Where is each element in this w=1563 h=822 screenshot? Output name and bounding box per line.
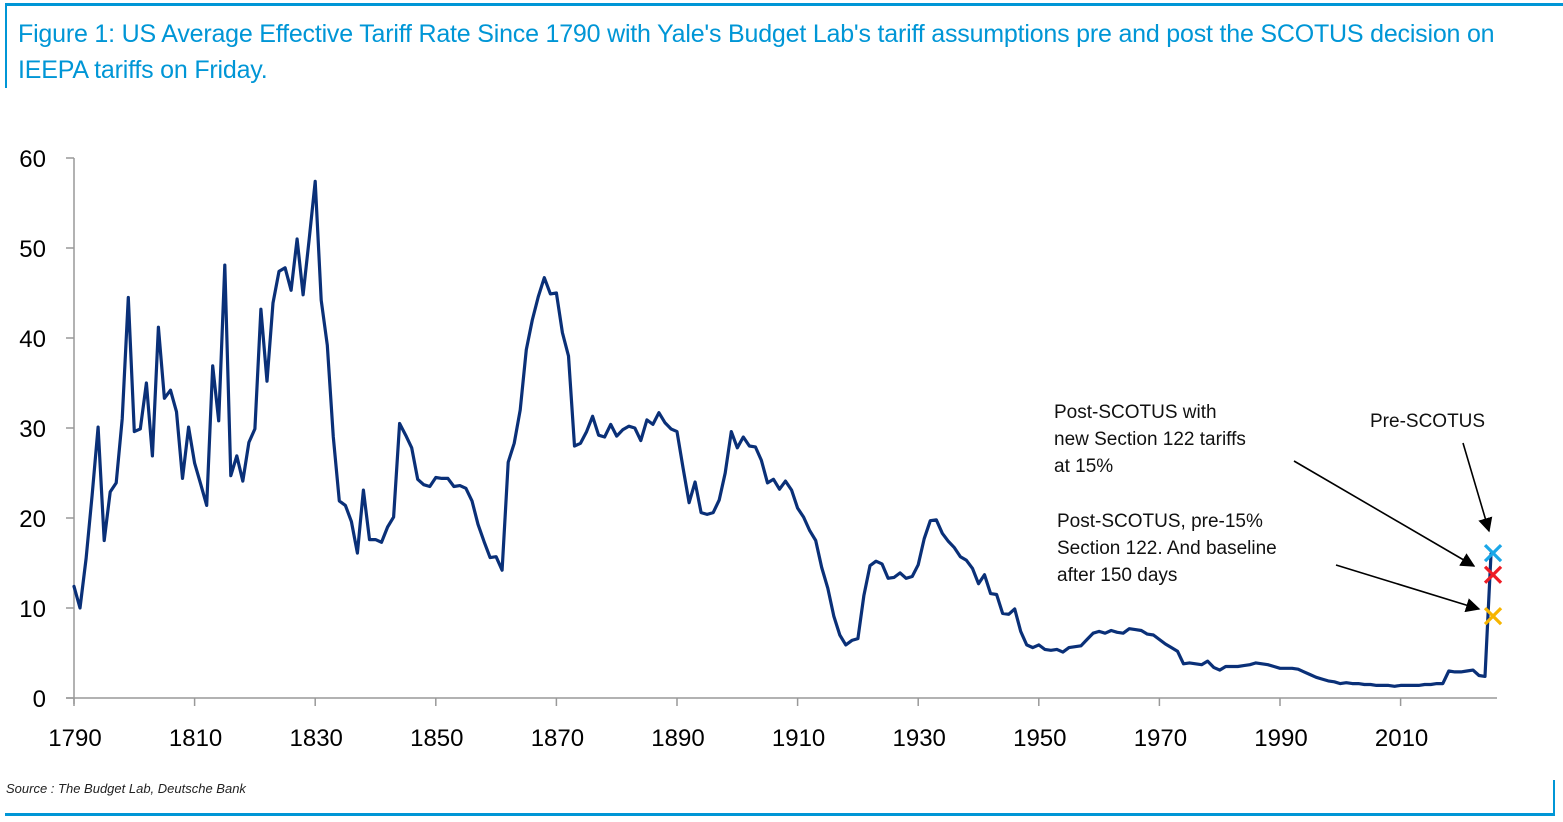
annotation-pre-scotus: Pre-SCOTUS (1370, 411, 1493, 533)
series-line (72, 179, 1493, 688)
x-tick-label: 1890 (651, 725, 704, 752)
x-tick-label: 1990 (1254, 725, 1307, 752)
y-tick-label: 20 (19, 506, 46, 533)
annotation-post-scotus-15pct: Post-SCOTUS with new Section 122 tariffs a… (1054, 402, 1476, 567)
annotation-post-scotus-pre15: Post-SCOTUS, pre-15% Section 122. And bas… (1057, 511, 1481, 613)
annotation-text-line: Post-SCOTUS, pre-15% (1057, 511, 1263, 532)
frame-bottom-border (5, 813, 1555, 816)
annotation-arrow (1462, 442, 1493, 533)
markers-layer (1483, 543, 1503, 626)
frame-left-border (5, 3, 7, 88)
annotation-text-line: at 15% (1054, 456, 1113, 477)
annotation-arrow (1293, 460, 1476, 567)
post-scotus-15pct-marker (1483, 565, 1503, 584)
x-tick-label: 1790 (48, 725, 101, 752)
source-note: Source : The Budget Lab, Deutsche Bank (6, 781, 246, 796)
y-tick-label: 60 (19, 146, 46, 173)
y-tick-label: 50 (19, 236, 46, 263)
y-tick-label: 30 (19, 416, 46, 443)
annotation-text-line: Post-SCOTUS with (1054, 402, 1217, 423)
figure-title: Figure 1: US Average Effective Tariff Ra… (18, 20, 1495, 84)
x-tick-label: 1810 (169, 725, 222, 752)
x-tick-label: 1970 (1134, 725, 1187, 752)
pre-scotus-marker (1483, 543, 1503, 563)
annotation-text-line: new Section 122 tariffs (1054, 429, 1246, 450)
series-layer (72, 179, 1493, 688)
annotation-text-line: Section 122. And baseline (1057, 538, 1277, 559)
axes: 0 10 20 30 40 50 60 1790 1810 1830 1850 1870 1890 191… (19, 146, 1497, 752)
annotation-text-line: after 150 days (1057, 565, 1177, 586)
x-tick-label: 1830 (290, 725, 343, 752)
annotation-text-line: Pre-SCOTUS (1370, 411, 1485, 432)
x-tick-label: 1870 (531, 725, 584, 752)
x-tick-label: 1930 (893, 725, 946, 752)
y-tick-label: 40 (19, 326, 46, 353)
x-tick-label: 1950 (1013, 725, 1066, 752)
post-scotus-pre15-marker (1483, 606, 1503, 626)
x-tick-label: 1850 (410, 725, 463, 752)
annotation-arrow (1335, 564, 1481, 613)
x-tick-label: 1910 (772, 725, 825, 752)
y-tick-label: 10 (19, 596, 46, 623)
frame-right-border (1553, 780, 1555, 816)
x-tick-label: 2010 (1375, 725, 1428, 752)
annotations-layer: Post-SCOTUS with new Section 122 tariffs a… (1054, 402, 1493, 613)
frame-top-border (5, 3, 1563, 6)
y-tick-label: 0 (33, 686, 46, 713)
